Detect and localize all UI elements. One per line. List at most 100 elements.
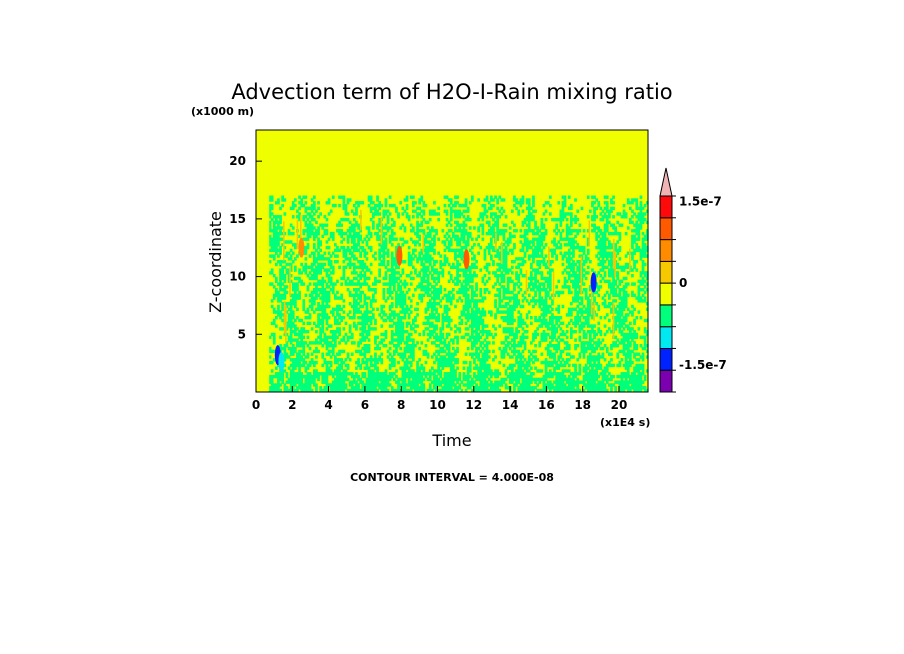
field-cell [418, 274, 421, 278]
field-cell [456, 215, 459, 219]
field-cell [591, 366, 594, 370]
field-cell [563, 332, 567, 337]
field-cell [300, 355, 303, 359]
field-cell [380, 388, 384, 393]
field-cell [538, 324, 542, 328]
field-cell [570, 203, 573, 208]
field-cell [277, 231, 280, 236]
field-cell [372, 296, 375, 300]
field-cell [487, 220, 491, 225]
field-cell [315, 360, 318, 365]
field-cell [319, 271, 322, 275]
field-cell [468, 234, 472, 239]
field-cell [536, 358, 539, 362]
field-cell [422, 386, 426, 390]
field-cell [542, 316, 546, 320]
field-cell [572, 330, 575, 334]
field-cell [435, 358, 438, 362]
field-cell [456, 262, 459, 267]
field-cell [319, 386, 322, 390]
field-cell [367, 195, 371, 199]
field-cell [574, 276, 577, 281]
field-cell [460, 313, 464, 317]
field-cell [405, 383, 409, 387]
field-cell [277, 380, 280, 384]
field-cell [401, 296, 405, 300]
field-cell [523, 335, 527, 339]
field-cell [487, 262, 491, 267]
field-cell [428, 271, 432, 275]
field-cell [285, 310, 289, 314]
field-cell [570, 240, 573, 244]
field-cell [559, 290, 563, 295]
field-cell [496, 276, 499, 281]
field-cell [443, 374, 447, 379]
field-cell [586, 360, 590, 365]
field-cell [325, 374, 329, 379]
field-cell [521, 332, 525, 337]
field-cell [466, 234, 470, 239]
field-cell [483, 369, 487, 373]
field-cell [458, 229, 462, 233]
field-cell [502, 237, 506, 241]
field-cell [384, 380, 388, 384]
field-cell [300, 363, 303, 368]
field-cell [500, 316, 504, 320]
field-cell [519, 355, 523, 359]
field-cell [466, 237, 470, 241]
field-cell [361, 321, 365, 325]
field-cell [530, 341, 533, 345]
field-cell [270, 271, 274, 275]
field-cell [511, 265, 514, 269]
field-cell [291, 313, 295, 317]
field-cell [527, 293, 531, 297]
field-cell [576, 276, 580, 281]
field-cell [334, 254, 337, 258]
field-cell [287, 377, 291, 382]
field-cell [272, 274, 276, 278]
field-cell [525, 206, 529, 211]
field-cell [289, 330, 293, 334]
field-cell [460, 254, 464, 258]
field-cell [534, 279, 537, 283]
field-cell [317, 231, 320, 236]
field-cell [542, 212, 546, 216]
field-cell [272, 318, 276, 323]
field-cell [382, 251, 386, 255]
field-cell [485, 335, 489, 339]
field-cell [388, 268, 392, 272]
field-cell [325, 327, 329, 331]
field-cell [279, 262, 282, 267]
field-cell [270, 380, 274, 384]
field-cell [468, 248, 472, 253]
field-cell [546, 279, 550, 283]
field-cell [496, 248, 499, 253]
field-cell [315, 209, 318, 213]
field-cell [498, 388, 502, 393]
field-cell [586, 344, 590, 348]
field-cell [433, 271, 436, 275]
field-cell [546, 307, 550, 311]
field-cell [555, 243, 558, 247]
field-cell [443, 383, 447, 387]
field-cell [504, 377, 508, 382]
field-cell [462, 372, 466, 376]
field-cell [466, 282, 470, 286]
field-cell [313, 251, 316, 255]
field-cell [294, 377, 297, 382]
field-cell [445, 257, 449, 261]
field-cell [471, 335, 474, 339]
field-cell [374, 318, 377, 323]
field-cell [384, 377, 388, 382]
field-cell [416, 257, 419, 261]
field-cell [519, 248, 523, 253]
field-cell [532, 355, 535, 359]
field-cell [589, 335, 592, 339]
field-cell [536, 260, 539, 264]
field-cell [570, 268, 573, 272]
field-cell [424, 316, 428, 320]
field-cell [272, 338, 276, 342]
field-cell [496, 223, 499, 227]
field-cell [513, 344, 516, 348]
field-cell [350, 254, 354, 258]
